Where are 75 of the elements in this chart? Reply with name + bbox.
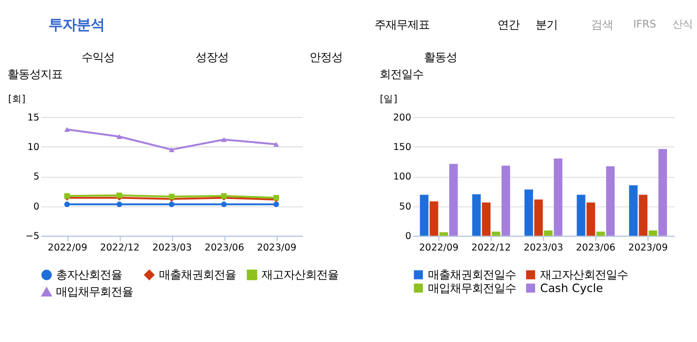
- text: 투자분석: [48, 17, 104, 34]
- bar: [658, 149, 667, 236]
- point: [64, 201, 70, 208]
- text: 산식: [672, 18, 693, 31]
- legend-label: Cash Cycle: [540, 280, 604, 295]
- x-tick-label: 2023/09: [256, 242, 296, 254]
- legend-label: 재고자산회전율: [261, 268, 338, 282]
- text: 활동성: [424, 50, 457, 64]
- y-axis-title: [회]: [8, 94, 26, 106]
- text: IFRS: [633, 18, 657, 31]
- y-tick-label: 5: [33, 172, 40, 183]
- bar: [586, 202, 596, 236]
- text: 안정성: [310, 50, 343, 64]
- point: [168, 147, 174, 152]
- x-tick-label: 2022/09: [419, 242, 459, 254]
- point: [221, 201, 227, 208]
- legend-label: 재고자산회전일수: [540, 268, 628, 282]
- text: 연간: [497, 18, 520, 32]
- legend-label: 매입채무회전율: [56, 284, 134, 299]
- y-tick-label: 100: [393, 172, 412, 183]
- bar: [482, 202, 491, 236]
- y-tick-label: 0: [405, 231, 412, 242]
- bar: [554, 158, 562, 236]
- text: 검색: [590, 18, 613, 32]
- x-tick-label: 2023/06: [576, 242, 616, 254]
- bar: [492, 232, 500, 236]
- y-tick-label: −5: [25, 231, 40, 242]
- legend-label: 매출채권회전율: [158, 268, 236, 282]
- point: [64, 126, 70, 132]
- x-tick-label: 2022/09: [48, 242, 88, 254]
- bar: [524, 189, 534, 236]
- bar: [472, 194, 481, 236]
- x-tick-label: 2022/12: [100, 242, 140, 254]
- legend-label: 총자산회전율: [56, 268, 122, 282]
- bar: [606, 166, 615, 236]
- y-tick-label: 15: [27, 112, 40, 124]
- bar: [420, 194, 428, 236]
- point: [273, 142, 280, 147]
- point: [116, 192, 122, 198]
- x-tick-label: 2023/03: [152, 242, 192, 254]
- y-tick-label: 0: [33, 201, 40, 212]
- bar: [430, 201, 438, 236]
- text: 성장성: [196, 50, 229, 64]
- bar: [596, 232, 605, 236]
- x-tick-label: 2023/06: [204, 242, 244, 254]
- y-axis-title: [일]: [380, 94, 398, 106]
- chart-title: 회전일수: [379, 66, 424, 81]
- legend-label: 매출채권회전일수: [428, 268, 516, 282]
- y-tick-label: 150: [393, 142, 412, 153]
- bar: [439, 232, 448, 236]
- chart-title: 활동성지표: [8, 66, 63, 81]
- point: [168, 201, 174, 208]
- bar: [648, 230, 658, 236]
- bar: [629, 185, 638, 236]
- point: [116, 201, 122, 208]
- bar: [534, 200, 543, 236]
- legend-label: 매입채무회전일수: [428, 280, 516, 295]
- point: [221, 137, 227, 142]
- point: [116, 134, 122, 139]
- bar: [544, 230, 553, 236]
- text: 분기: [535, 18, 558, 32]
- x-tick-label: 2023/09: [628, 242, 668, 254]
- x-tick-label: 2022/12: [471, 242, 511, 254]
- point: [273, 201, 280, 208]
- text: 주재무제표: [374, 18, 430, 32]
- bar: [502, 166, 510, 236]
- x-tick-label: 2023/03: [524, 242, 564, 254]
- text: 수익성: [81, 50, 114, 64]
- y-tick-label: 200: [393, 112, 412, 124]
- y-tick-label: 50: [399, 201, 412, 212]
- y-tick-label: 10: [27, 142, 40, 153]
- bar: [449, 164, 458, 236]
- point: [168, 194, 174, 200]
- bar: [638, 194, 648, 236]
- bar: [576, 194, 586, 236]
